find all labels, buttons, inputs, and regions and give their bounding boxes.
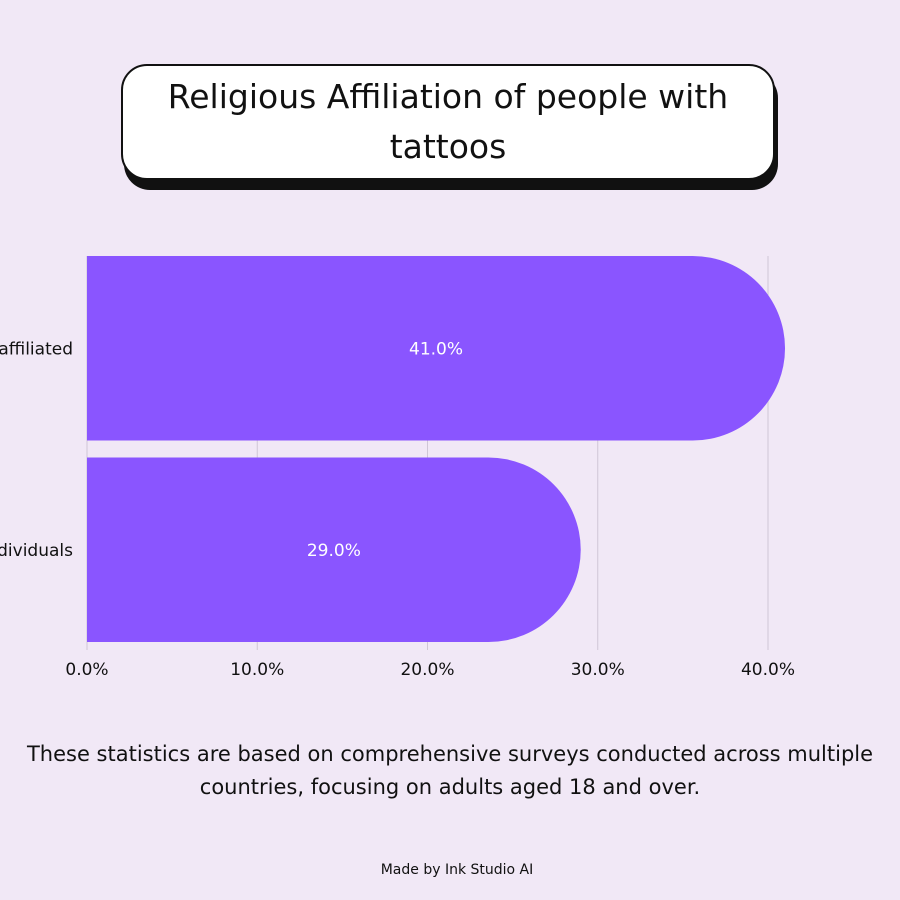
bar-1 — [87, 457, 581, 642]
x-tick-label-2: 20.0% — [400, 660, 454, 680]
bar-0 — [87, 256, 786, 441]
footnote: These statistics are based on comprehens… — [0, 738, 900, 804]
category-label-0: affiliated — [0, 339, 73, 359]
title-box: Religious Affiliation of people with tat… — [121, 64, 775, 180]
data-label-1: 29.0% — [307, 541, 361, 561]
data-label-0: 41.0% — [409, 339, 463, 359]
chart-title: Religious Affiliation of people with tat… — [167, 77, 729, 166]
credit: Made by Ink Studio AI — [380, 862, 534, 878]
x-tick-label-0: 0.0% — [65, 660, 108, 680]
x-tick-label-1: 10.0% — [230, 660, 284, 680]
footnote-text: These statistics are based on comprehens… — [26, 742, 874, 799]
category-label-1: dividuals — [0, 541, 73, 561]
x-tick-label-3: 30.0% — [571, 660, 625, 680]
x-tick-label-4: 40.0% — [741, 660, 795, 680]
